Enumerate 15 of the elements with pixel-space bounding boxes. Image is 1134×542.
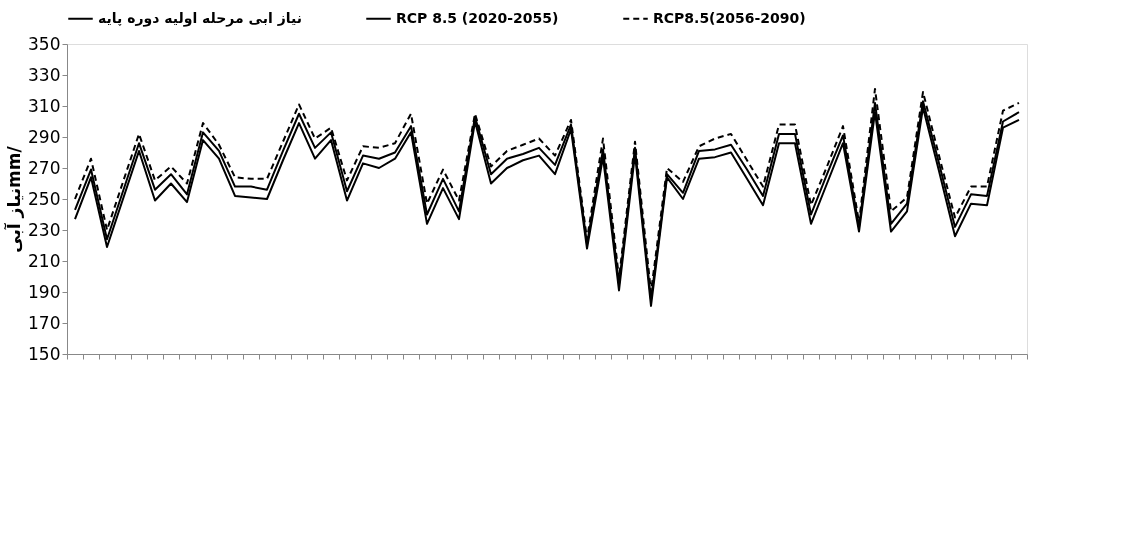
y-tick-label: 190 bbox=[28, 281, 61, 302]
y-tick-label: 250 bbox=[28, 188, 61, 209]
y-tick-label: 150 bbox=[28, 343, 61, 364]
y-tick-label: 330 bbox=[28, 64, 61, 85]
y-axis-title: نیاز آبیmm/ bbox=[3, 145, 25, 253]
y-tick-label: 230 bbox=[28, 219, 61, 240]
y-tick-label: 210 bbox=[28, 250, 61, 271]
y-tick-label: 310 bbox=[28, 95, 61, 116]
y-tick-label: 270 bbox=[28, 157, 61, 178]
legend-label: نیاز ابی مرحله اولیه دوره پایه bbox=[98, 9, 302, 27]
y-tick-label: 290 bbox=[28, 126, 61, 147]
y-tick-label: 170 bbox=[28, 312, 61, 333]
legend-label: RCP8.5(2056-2090) bbox=[653, 9, 806, 26]
y-tick-label: 350 bbox=[28, 33, 61, 54]
legend-label: RCP 8.5 (2020-2055) bbox=[396, 9, 559, 26]
